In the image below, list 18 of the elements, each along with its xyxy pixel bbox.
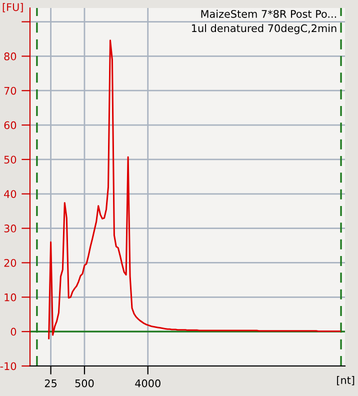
x-tick-label: 500 <box>75 379 94 388</box>
y-tick-label: 50 <box>4 156 16 164</box>
y-tick-label: -10 <box>0 362 16 370</box>
y-tick-label: 40 <box>4 190 16 198</box>
y-tick-label: 30 <box>4 224 16 232</box>
text: 1ul denatured 70degC,2min <box>192 24 336 34</box>
x-axis-title: [nt] <box>337 376 354 386</box>
y-tick-label: 70 <box>4 86 16 95</box>
y-tick-label: 10 <box>4 293 16 302</box>
chart-title: MaizeStem 7*8R Post Po... <box>201 10 336 18</box>
x-tick-label: 4000 <box>135 379 160 388</box>
x-tick-label: 25 <box>44 379 57 388</box>
y-tick-label: 80 <box>4 52 16 60</box>
y-tick-label: 60 <box>4 121 16 130</box>
y-axis-title: [FU] <box>2 3 23 12</box>
y-tick-label: 20 <box>4 258 16 267</box>
y-tick-label: 0 <box>10 328 16 336</box>
line-series <box>48 40 341 340</box>
